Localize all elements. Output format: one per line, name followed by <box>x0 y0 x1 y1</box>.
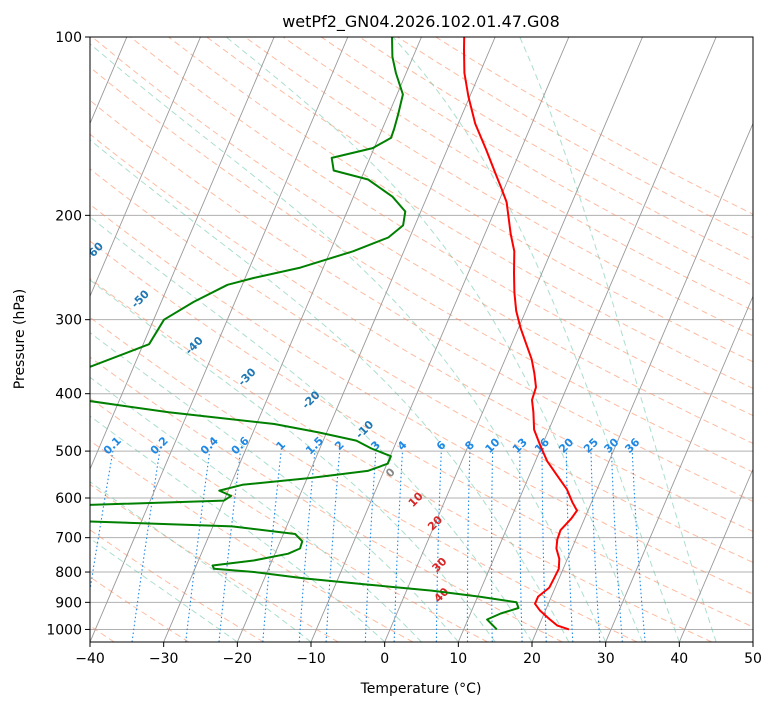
dry-adiabat <box>244 37 753 337</box>
y-tick-label: 400 <box>55 387 82 403</box>
mixing-ratio-line <box>262 451 282 642</box>
x-tick-label: −10 <box>296 651 326 667</box>
x-tick-label: 50 <box>744 651 762 667</box>
isotherm-line <box>678 467 753 642</box>
y-tick-label: 500 <box>55 444 82 460</box>
dry-adiabat <box>90 133 753 533</box>
dry-adiabat <box>90 356 563 642</box>
temperature-profile <box>463 37 578 631</box>
moist-adiabats <box>90 37 717 642</box>
moist-adiabat <box>392 37 680 642</box>
isotherm-line <box>236 37 496 642</box>
dry-adiabat <box>90 278 712 642</box>
isotherm-line <box>90 37 349 642</box>
y-axis-title: Pressure (hPa) <box>12 289 28 389</box>
mixing-ratio-line <box>185 451 211 642</box>
dry-adiabat <box>90 529 264 642</box>
dry-adiabat <box>91 37 753 445</box>
moist-adiabat <box>225 37 643 642</box>
y-axis-ticks: 100 200 300 400 500 600 700 800 900 1000 <box>46 30 90 638</box>
y-tick-label: 600 <box>55 491 82 507</box>
x-tick-label: 40 <box>670 651 688 667</box>
moist-adiabat <box>90 537 238 642</box>
y-tick-label: 300 <box>55 313 82 329</box>
plot-frame <box>89 36 754 643</box>
plot-area: 0.10.20.40.611.52346810131620253036-100-… <box>90 37 753 642</box>
dry-adiabat <box>90 99 753 502</box>
moist-adiabat <box>90 139 570 642</box>
mixing-ratio-line <box>218 451 242 642</box>
isotherms <box>90 37 753 642</box>
moist-adiabat <box>90 415 386 642</box>
x-tick-label: −30 <box>149 651 179 667</box>
mixing-ratio-line <box>90 451 114 594</box>
x-tick-label: −20 <box>223 651 253 667</box>
isotherm-line <box>163 37 422 642</box>
x-tick-label: 0 <box>380 651 389 667</box>
dry-adiabat <box>90 483 339 642</box>
pressure-gridlines <box>90 37 753 630</box>
isotherm-line <box>310 37 570 642</box>
y-tick-label: 900 <box>55 595 82 611</box>
x-axis-ticks: −40 −30 −20 −10 0 10 20 30 40 50 <box>75 642 762 667</box>
y-tick-label: 800 <box>55 565 82 581</box>
y-tick-label: 1000 <box>46 622 82 638</box>
isotherm-line <box>384 37 643 642</box>
isotherm-line <box>605 295 753 642</box>
y-tick-label: 100 <box>55 30 82 46</box>
y-tick-label: 700 <box>55 531 82 547</box>
dewpoint-profile <box>90 37 520 631</box>
moist-adiabat <box>90 331 459 642</box>
y-tick-label: 200 <box>55 208 82 224</box>
moist-adiabat <box>519 37 717 642</box>
sounding-profiles <box>90 37 578 631</box>
dry-adiabat <box>90 316 638 642</box>
x-axis-title: Temperature (°C) <box>360 681 482 697</box>
isotherm-line <box>457 37 717 642</box>
dry-adiabat <box>130 37 753 417</box>
isotherm-line <box>531 122 753 642</box>
dry-adiabat <box>90 203 753 595</box>
moist-adiabat <box>90 481 312 642</box>
dry-adiabat <box>282 37 753 312</box>
x-tick-label: 20 <box>523 651 541 667</box>
moist-adiabat <box>90 43 607 642</box>
mixing-ratio-line <box>631 451 646 642</box>
isotherm-line <box>90 37 201 298</box>
x-tick-label: 30 <box>597 651 615 667</box>
isotherm-line <box>90 37 275 471</box>
chart-title: wetPf2_GN04.2026.102.01.47.G08 <box>282 12 560 32</box>
x-tick-label: −40 <box>75 651 105 667</box>
mixing-ratio-line <box>298 451 316 642</box>
dry-adiabat <box>90 240 753 628</box>
x-tick-label: 10 <box>449 651 467 667</box>
moist-adiabat <box>90 279 496 642</box>
